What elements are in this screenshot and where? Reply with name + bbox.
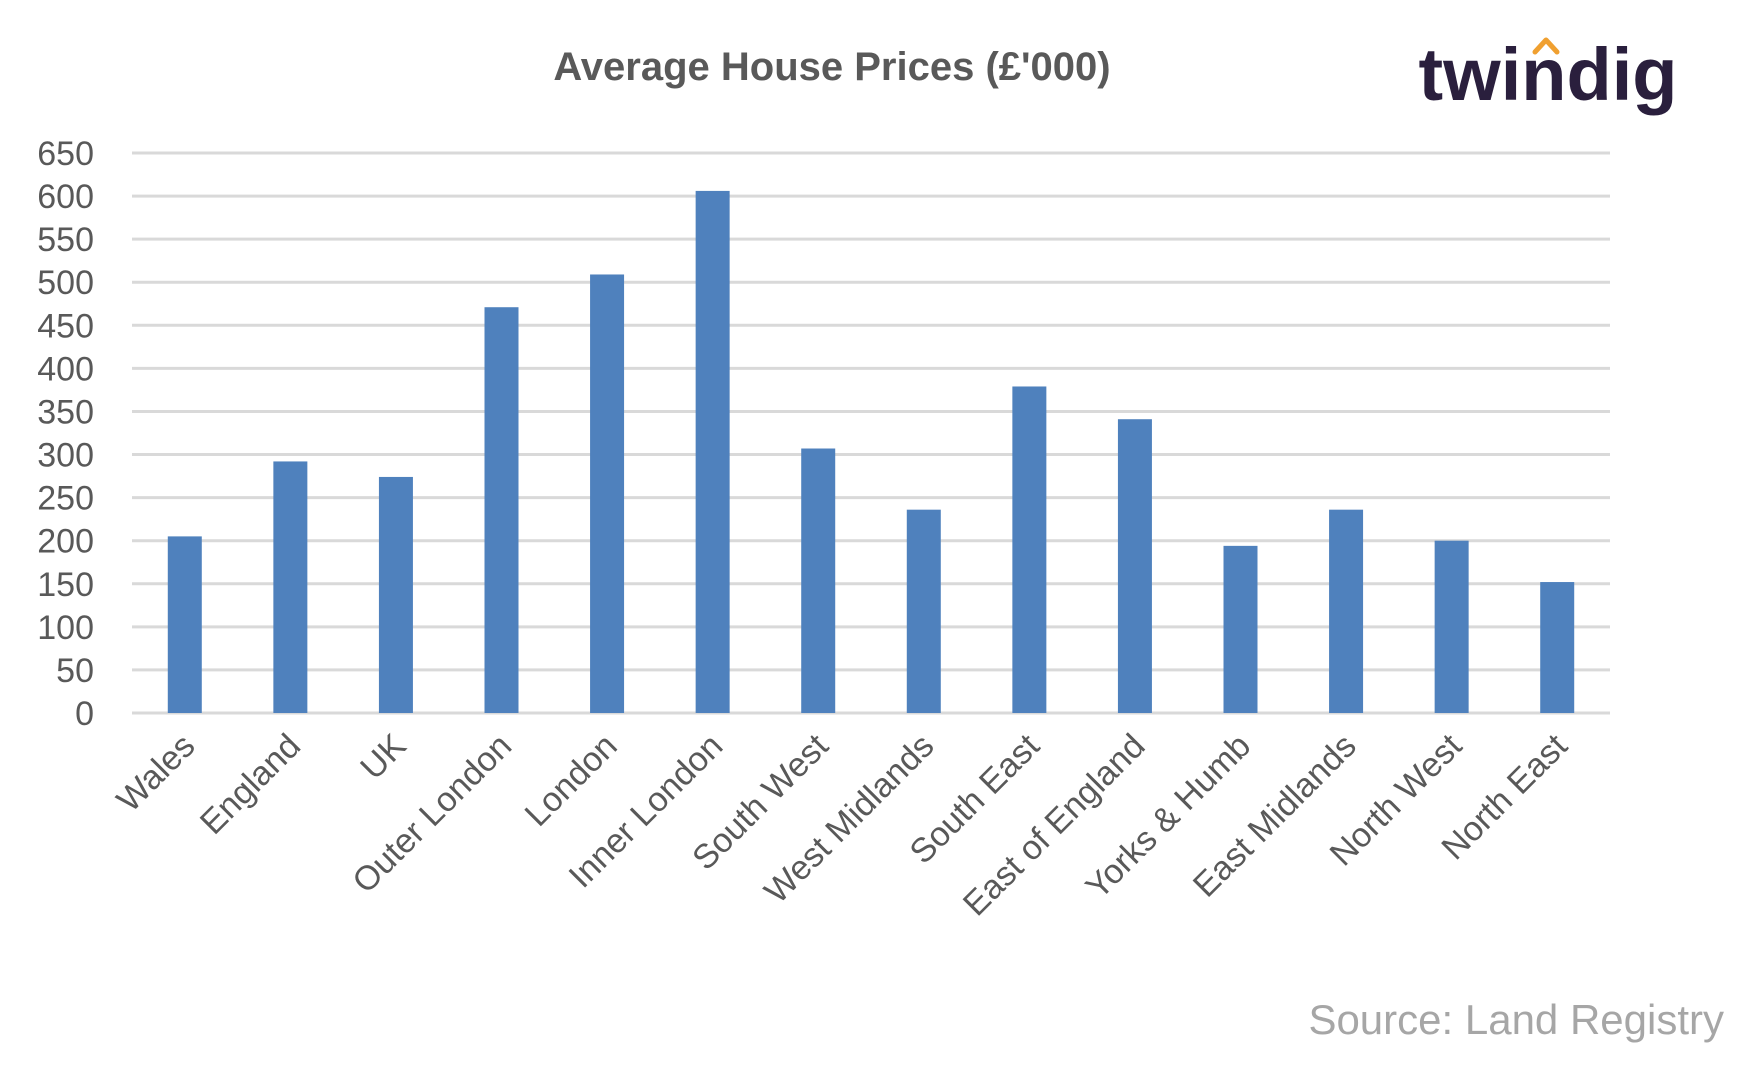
bar-uk: [378, 476, 413, 713]
x-tick-label: England: [193, 727, 308, 842]
bar-england: [273, 461, 308, 713]
y-tick-label: 200: [37, 523, 94, 561]
y-tick-label: 150: [37, 566, 94, 604]
x-tick-label: Wales: [110, 727, 203, 820]
bar-east-of-england: [1117, 419, 1152, 713]
bar-north-east: [1540, 582, 1575, 713]
y-tick-label: 300: [37, 437, 94, 475]
x-tick-label: UK: [353, 727, 413, 787]
logo-text: twindig: [1419, 33, 1678, 116]
bar-inner-london: [695, 190, 730, 713]
y-tick-label: 250: [37, 480, 94, 518]
bar-south-east: [1012, 386, 1047, 713]
bar-london: [590, 274, 625, 713]
bar-north-west: [1434, 540, 1469, 713]
bars: [167, 190, 1575, 713]
y-tick-label: 450: [37, 307, 94, 345]
bar-yorks-humb: [1223, 545, 1258, 713]
bar-east-midlands: [1329, 509, 1364, 713]
bar-wales: [167, 536, 202, 713]
y-tick-label: 350: [37, 393, 94, 431]
bar-west-midlands: [906, 509, 941, 713]
source-note: Source: Land Registry: [1308, 996, 1724, 1043]
y-tick-label: 600: [37, 178, 94, 216]
y-tick-label: 650: [37, 135, 94, 173]
bar-south-west: [801, 448, 836, 713]
bar-outer-london: [484, 307, 519, 713]
y-tick-label: 500: [37, 264, 94, 302]
chart-title: Average House Prices (£'000): [553, 45, 1110, 89]
x-tick-label: East of England: [956, 727, 1153, 924]
y-axis-ticks: 0 50 100 150 200 250 300 350 400 450 500 550 600 650: [37, 135, 94, 733]
y-tick-label: 0: [75, 695, 94, 733]
gridlines: [132, 151, 1610, 715]
y-tick-label: 100: [37, 609, 94, 647]
y-tick-label: 50: [56, 652, 94, 690]
twindig-logo: twindig: [1419, 33, 1678, 116]
x-tick-label: London: [518, 727, 625, 834]
y-tick-label: 400: [37, 350, 94, 388]
y-tick-label: 550: [37, 221, 94, 259]
logo-caret-icon: [1532, 37, 1560, 55]
